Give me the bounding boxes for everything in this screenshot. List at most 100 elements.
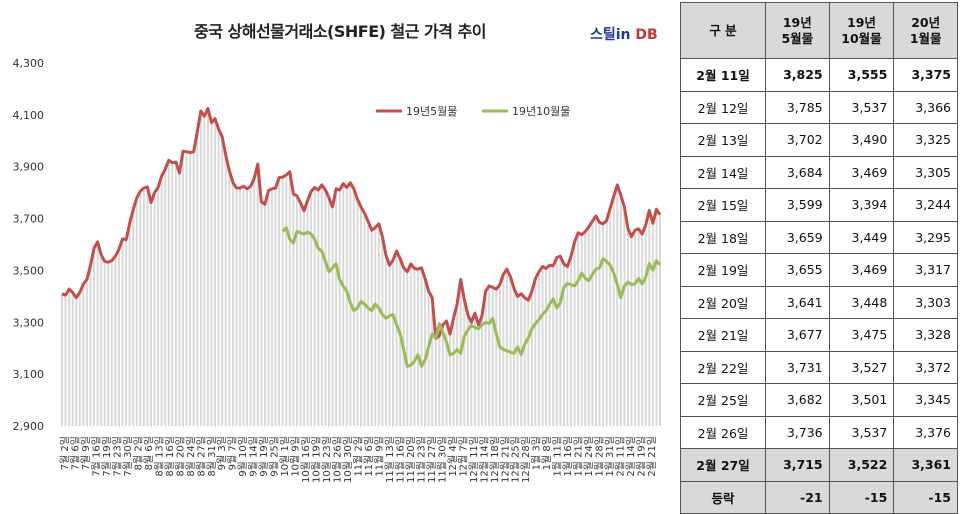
x-tick-label: 12월 18일 — [489, 436, 501, 483]
table-row: 2월 26일 3,736 3,537 3,376 — [680, 415, 958, 449]
row-value-may: 3,655 — [765, 253, 830, 287]
row-value-may: 3,599 — [765, 188, 830, 222]
price-table-container: 구 분 19년 5월물 19년 10월물 20년 1월물 2월 11일 3,825 3,5… — [680, 2, 958, 514]
x-tick-label: 1월 11일 — [552, 436, 564, 477]
table-row: 2월 20일 3,641 3,448 3,303 — [680, 285, 958, 319]
x-tick-label: 12월 7일 — [457, 436, 469, 477]
row-value-may: 3,785 — [765, 90, 830, 124]
change-value-oct: -15 — [828, 480, 895, 514]
table-row: 2월 21일 3,677 3,475 3,328 — [680, 318, 958, 352]
header-oct-month: 10월물 — [841, 30, 882, 46]
x-tick-label: 7월 2일 — [59, 436, 71, 470]
x-tick-label: 8월 27일 — [195, 436, 207, 477]
logo-text-db: DB — [635, 27, 658, 43]
row-date: 2월 19일 — [680, 253, 766, 287]
header-jan-month: 1월물 — [909, 30, 942, 46]
x-tick-label: 7월 19일 — [101, 436, 113, 477]
row-value-jan: 3,328 — [893, 318, 958, 352]
x-tick-label: 9월 14일 — [248, 436, 260, 477]
x-tick-label: 1월 24일 — [583, 436, 595, 477]
x-tick-label: 11월 6일 — [363, 436, 375, 477]
row-value-jan: 3,376 — [893, 415, 958, 449]
row-date: 2월 15일 — [680, 188, 766, 222]
header-category: 구 분 — [680, 2, 766, 59]
row-value-oct: 3,537 — [828, 415, 895, 449]
price-chart: 2,900 3,100 3,300 3,500 3,700 3,900 4,100 4,300… — [13, 57, 662, 483]
row-value-jan: 3,366 — [893, 90, 958, 124]
x-tick-label: 1월 28일 — [594, 436, 606, 477]
price-table: 구 분 19년 5월물 19년 10월물 20년 1월물 2월 11일 3,825 3,5… — [680, 2, 958, 514]
series-line-19y-may — [61, 106, 662, 340]
x-tick-label: 10월 23일 — [321, 436, 333, 483]
x-tick-label: 8월 31일 — [206, 436, 218, 477]
row-date: 2월 14일 — [680, 155, 766, 189]
x-tick-label: 11월 9일 — [373, 436, 385, 477]
x-tick-label: 8월 20일 — [174, 436, 186, 477]
row-value-jan: 3,345 — [893, 383, 958, 417]
x-tick-label: 9월 10일 — [237, 436, 249, 477]
row-value-oct: 3,522 — [828, 448, 895, 482]
y-tick-label: 3,300 — [13, 316, 45, 329]
x-tick-label: 12월 11일 — [468, 436, 480, 483]
chart-title: 중국 상해선물거래소(SHFE) 철근 가격 추이 — [194, 22, 486, 41]
row-value-may: 3,731 — [765, 350, 830, 384]
table-row: 2월 25일 3,682 3,501 3,345 — [680, 383, 958, 417]
x-tick-label: 11월 27일 — [426, 436, 438, 483]
row-value-oct: 3,469 — [828, 155, 895, 189]
row-date: 2월 22일 — [680, 350, 766, 384]
row-date: 2월 18일 — [680, 220, 766, 254]
row-value-jan: 3,372 — [893, 350, 958, 384]
x-tick-label: 11월 23일 — [415, 436, 427, 483]
header-may-year: 19년 — [782, 14, 812, 30]
row-value-jan: 3,305 — [893, 155, 958, 189]
row-value-may: 3,677 — [765, 318, 830, 352]
x-tick-label: 10월 1일 — [279, 436, 291, 477]
header-jan-year: 20년 — [911, 14, 941, 30]
row-date: 2월 21일 — [680, 318, 766, 352]
x-tick-label: 11월 20일 — [405, 436, 417, 483]
y-tick-label: 3,700 — [13, 213, 45, 226]
x-tick-label: 10월 19일 — [311, 436, 323, 483]
legend-label-19y-oct: 19년10월물 — [512, 105, 570, 118]
y-tick-label: 2,900 — [13, 420, 45, 433]
x-tick-label: 11월 30일 — [436, 436, 448, 483]
x-tick-label: 10월 16일 — [300, 436, 312, 483]
row-date: 2월 13일 — [680, 123, 766, 157]
x-tick-label: 1월 3일 — [531, 436, 543, 470]
row-value-may: 3,715 — [765, 448, 830, 482]
x-tick-label: 12월 4일 — [447, 436, 459, 477]
header-may-month: 5월물 — [781, 30, 814, 46]
header-oct-year: 19년 — [847, 14, 876, 30]
change-value-may: -21 — [765, 480, 830, 514]
header-category-label: 구 분 — [709, 22, 737, 38]
row-value-may: 3,825 — [765, 58, 830, 92]
table-row: 2월 11일 3,825 3,555 3,375 — [680, 58, 958, 92]
row-value-may: 3,659 — [765, 220, 830, 254]
x-tick-label: 11월 2일 — [353, 436, 365, 477]
x-tick-label: 8월 16일 — [164, 436, 176, 477]
row-value-oct: 3,449 — [828, 220, 895, 254]
table-row: 2월 12일 3,785 3,537 3,366 — [680, 90, 958, 124]
table-row: 2월 18일 3,659 3,449 3,295 — [680, 220, 958, 254]
x-tick-label: 8월 24일 — [185, 436, 197, 477]
x-tick-label: 9월 7일 — [227, 436, 239, 470]
x-tick-label: 2월 19일 — [636, 436, 648, 477]
x-tick-label: 9월 25일 — [269, 436, 281, 477]
x-tick-label: 9월 19일 — [258, 436, 270, 477]
x-tick-label: 10월 9일 — [290, 436, 302, 477]
x-tick-label: 8월 2일 — [132, 436, 144, 470]
x-tick-label: 7월 16일 — [90, 436, 102, 477]
table-row: 2월 22일 3,731 3,527 3,372 — [680, 350, 958, 384]
row-value-jan: 3,375 — [893, 58, 958, 92]
table-row-change: 등락 -21 -15 -15 — [680, 480, 958, 514]
x-tick-label: 12월 14일 — [478, 436, 490, 483]
row-value-oct: 3,527 — [828, 350, 895, 384]
table-row: 2월 27일 3,715 3,522 3,361 — [680, 448, 958, 482]
x-tick-label: 2월 11일 — [615, 436, 627, 477]
x-tick-label: 10월 26일 — [332, 436, 344, 483]
series-line-19y-oct — [281, 226, 662, 368]
row-value-may: 3,702 — [765, 123, 830, 157]
y-tick-label: 4,300 — [13, 57, 45, 70]
row-value-oct: 3,469 — [828, 253, 895, 287]
row-value-may: 3,684 — [765, 155, 830, 189]
